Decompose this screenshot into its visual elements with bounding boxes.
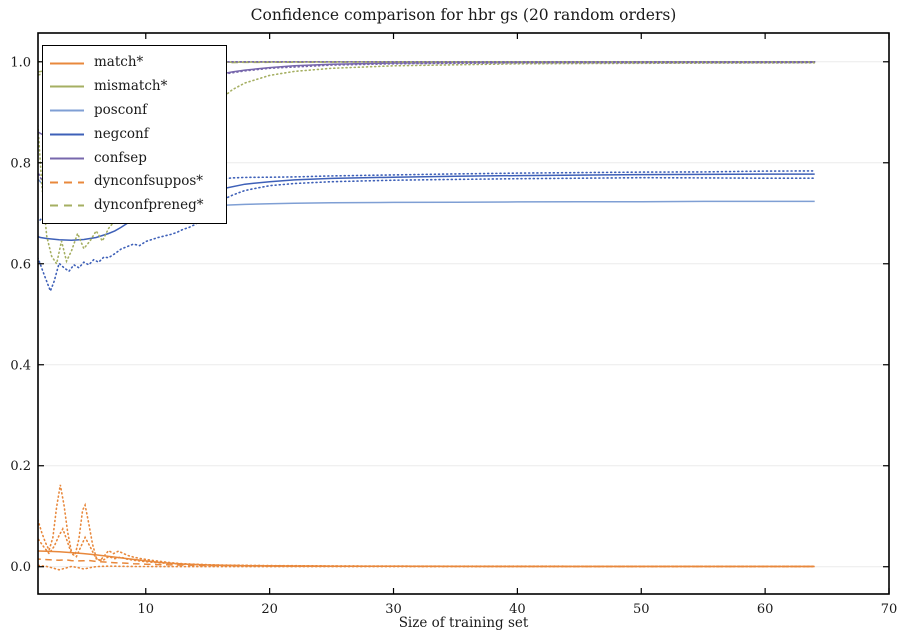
x-axis-label: Size of training set xyxy=(398,615,529,631)
legend-entry: confsep xyxy=(43,149,226,166)
series-match xyxy=(38,550,815,568)
legend-swatch-mismatch xyxy=(50,85,84,88)
legend-swatch-match xyxy=(50,62,84,65)
series-mismatch-std-lower xyxy=(38,62,816,266)
series-match-std-lower xyxy=(38,564,816,571)
legend-entry: dynconfpreneg* xyxy=(43,199,226,213)
xtick-label-30: 30 xyxy=(385,602,402,617)
legend-label: mismatch* xyxy=(94,78,168,95)
legend-entry: match* xyxy=(43,56,226,70)
legend-entry: dynconfsuppos* xyxy=(43,175,226,189)
ytick-label-0.4: 0.4 xyxy=(10,358,31,373)
legend: match* mismatch* posconf negconf confsep dync… xyxy=(42,45,227,224)
series-negconf-std-lower xyxy=(38,176,816,294)
xtick-label-60: 60 xyxy=(757,602,774,617)
legend-label: dynconfpreneg* xyxy=(94,197,204,214)
xtick-label-70: 70 xyxy=(881,602,898,617)
xtick-label-50: 50 xyxy=(633,602,650,617)
series-dynconfsuppos-std-upper xyxy=(38,527,816,568)
series-match-std-upper xyxy=(38,484,816,568)
legend-label: confsep xyxy=(94,149,147,166)
legend-swatch-posconf xyxy=(50,109,84,112)
legend-entry: mismatch* xyxy=(43,80,226,94)
xtick-label-10: 10 xyxy=(137,602,154,617)
legend-swatch-negconf xyxy=(50,133,84,136)
legend-entry: posconf xyxy=(43,101,226,118)
xtick-label-20: 20 xyxy=(261,602,278,617)
legend-label: posconf xyxy=(94,101,148,118)
legend-swatch-dynconfpreneg xyxy=(50,204,84,207)
legend-swatch-confsep xyxy=(50,157,84,160)
legend-swatch-dynconfsuppos xyxy=(50,181,84,184)
ytick-label-1.0: 1.0 xyxy=(10,55,31,70)
legend-label: negconf xyxy=(94,125,149,142)
ytick-label-0.6: 0.6 xyxy=(10,257,31,272)
ytick-label-0.0: 0.0 xyxy=(10,560,31,575)
legend-label: match* xyxy=(94,54,144,71)
axes-spines xyxy=(37,32,890,595)
xtick-label-40: 40 xyxy=(509,602,526,617)
chart-title: Confidence comparison for hbr gs (20 ran… xyxy=(250,6,677,24)
legend-entry: negconf xyxy=(43,125,226,142)
ytick-label-0.2: 0.2 xyxy=(10,459,31,474)
legend-label: dynconfsuppos* xyxy=(94,173,204,190)
ytick-label-0.8: 0.8 xyxy=(10,156,31,171)
